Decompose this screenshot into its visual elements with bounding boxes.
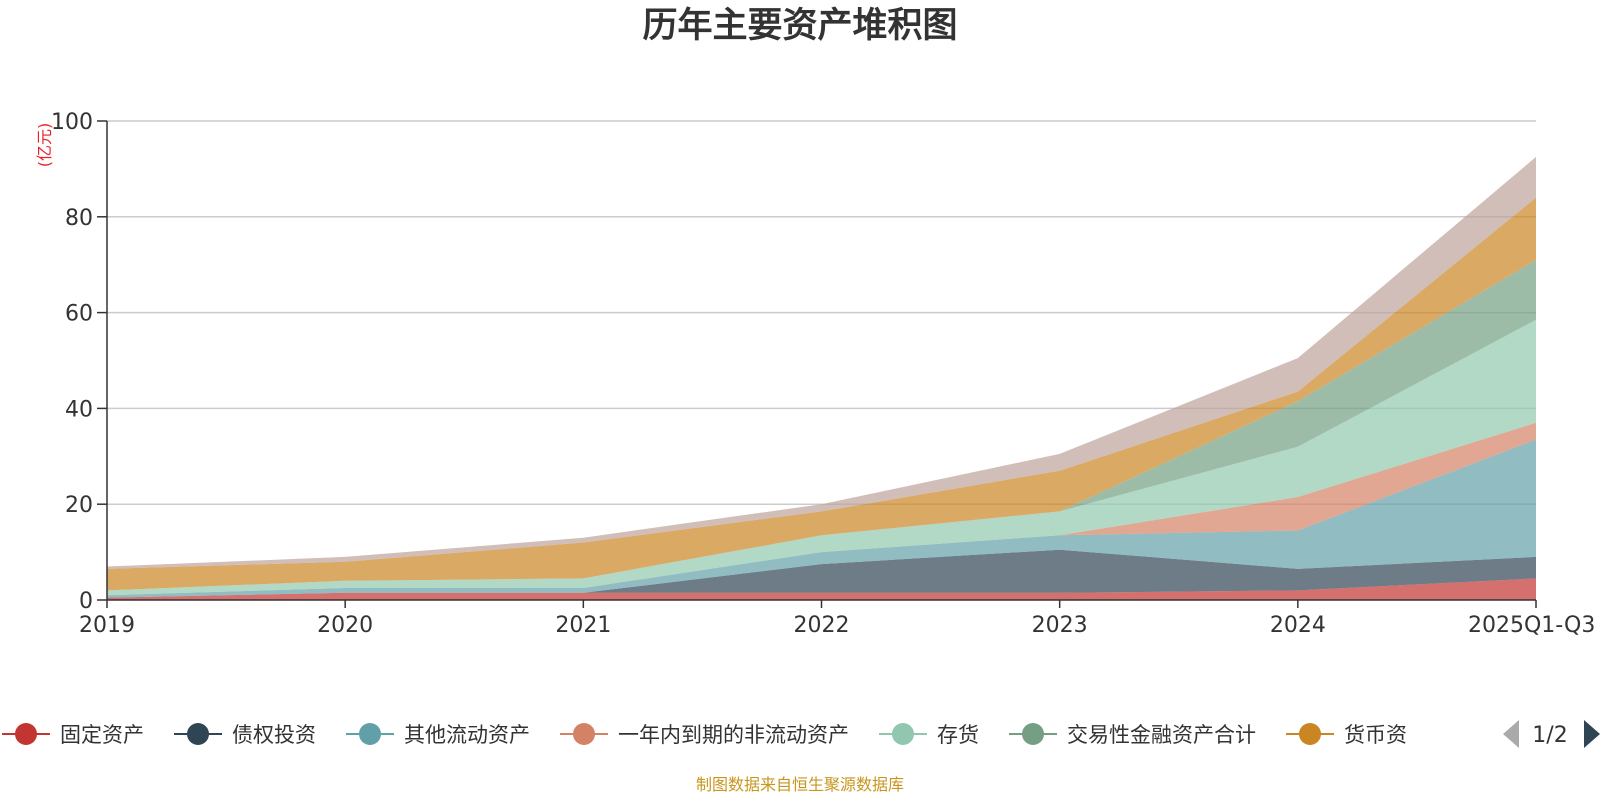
legend-marker-icon [15,723,37,745]
legend-marker-icon [187,723,209,745]
legend-item[interactable]: 债权投资 [174,723,316,747]
area-series-3 [107,422,1536,596]
area-series-group [107,156,1536,600]
legend-label: 其他流动资产 [404,723,530,747]
y-tick-label: 0 [79,589,93,614]
legend-marker-icon [359,723,381,745]
legend-marker-icon [1299,723,1321,745]
legend-marker-icon [892,723,914,745]
x-tick-label: 2020 [317,613,373,638]
area-series-1 [107,549,1536,598]
chart-title: 历年主要资产堆积图 [642,6,957,46]
legend-item[interactable]: 货币资 [1286,723,1407,747]
area-series-0 [107,578,1536,600]
x-tick-label: 2021 [555,613,611,638]
legend: 固定资产 债权投资 其他流动资产 一年内到期的非流动资产 存货 交易性金融资产合计 货币资 [2,723,1407,747]
axes: 0 20 40 60 80 100 2019 2020 2021 2022 2023 2024 2025… [51,110,1595,638]
x-tick-label: 2019 [79,613,135,638]
data-source-note: 制图数据来自恒生聚源数据库 [696,775,904,794]
legend-item[interactable]: 其他流动资产 [346,723,530,747]
legend-item[interactable]: 存货 [879,723,979,747]
y-axis-unit-label: (亿元) [35,123,54,168]
legend-page-indicator: 1/2 [1532,723,1567,748]
area-series-2 [107,439,1536,598]
area-series-5 [107,259,1536,591]
y-tick-label: 80 [65,206,93,231]
legend-item[interactable]: 一年内到期的非流动资产 [560,723,849,747]
legend-marker-icon [573,723,595,745]
y-tick-label: 60 [65,302,93,327]
legend-marker-icon [1022,723,1044,745]
legend-pager: 1/2 [1503,720,1600,748]
legend-label: 一年内到期的非流动资产 [618,723,849,747]
y-tick-label: 100 [51,110,93,135]
x-tick-label: 2023 [1032,613,1088,638]
area-series-6 [107,197,1536,591]
legend-label: 债权投资 [232,723,316,747]
x-tick-label: 2024 [1270,613,1326,638]
legend-label: 存货 [937,723,979,747]
legend-label: 交易性金融资产合计 [1067,723,1256,747]
y-tick-label: 20 [65,493,93,518]
x-tick-label: 2022 [794,613,850,638]
legend-item[interactable]: 交易性金融资产合计 [1009,723,1256,747]
legend-label: 固定资产 [60,723,144,747]
x-tick-label: 2025Q1-Q3 [1468,613,1595,638]
legend-next-page-icon[interactable] [1584,720,1600,748]
legend-item[interactable]: 固定资产 [2,723,144,747]
area-series-4 [107,319,1536,596]
legend-prev-page-icon[interactable] [1503,720,1519,748]
legend-label: 货币资 [1344,723,1407,747]
y-tick-label: 40 [65,397,93,422]
